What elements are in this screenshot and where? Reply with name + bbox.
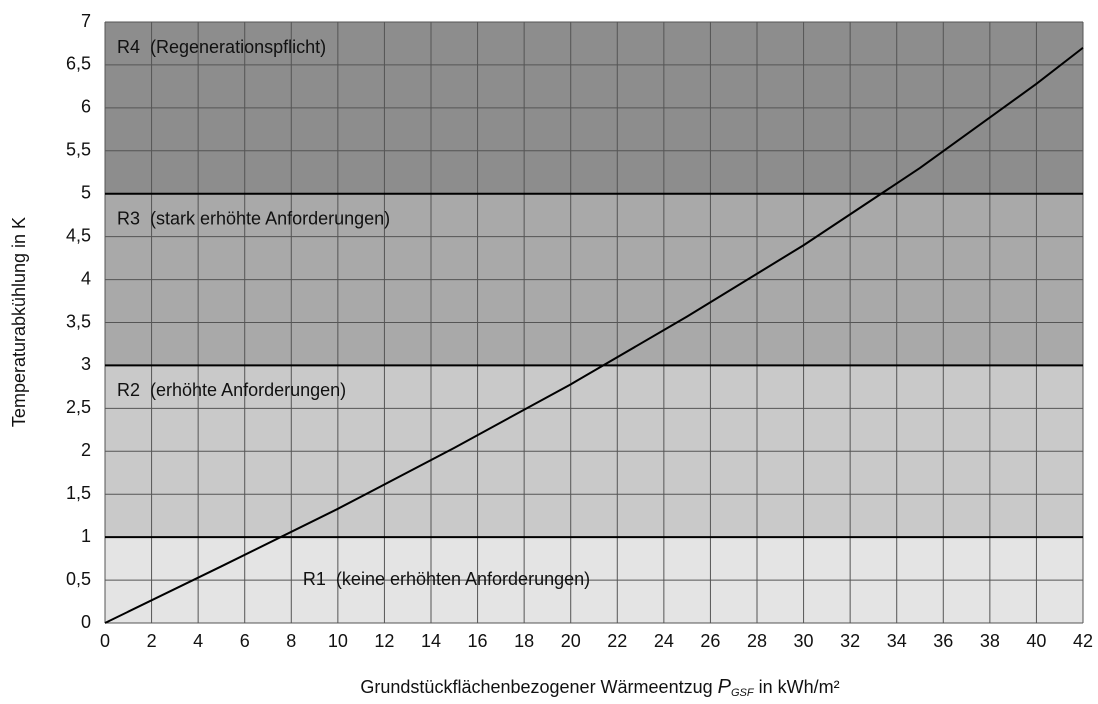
- x-label-subscript: GSF: [731, 687, 755, 699]
- x-label-symbol: P: [718, 676, 732, 698]
- y-tick-label: 2,5: [66, 397, 91, 417]
- y-tick-label: 0: [81, 612, 91, 632]
- y-axis-label: Temperaturabkühlung in K: [9, 217, 29, 427]
- region-label: R1 (keine erhöhten Anforderungen): [303, 569, 590, 589]
- x-tick-label: 32: [840, 631, 860, 651]
- x-axis-label: Grundstückflächenbezogener Wärmeentzug P…: [360, 676, 839, 699]
- x-tick-label: 26: [700, 631, 720, 651]
- y-tick-label: 1: [81, 526, 91, 546]
- x-tick-label: 24: [654, 631, 674, 651]
- x-label-prefix: Grundstückflächenbezogener Wärmeentzug: [360, 677, 717, 697]
- x-tick-label: 10: [328, 631, 348, 651]
- y-tick-label: 6: [81, 97, 91, 117]
- x-label-suffix: in kWh/m²: [754, 677, 840, 697]
- x-tick-label: 12: [374, 631, 394, 651]
- x-tick-label: 6: [240, 631, 250, 651]
- region-label: R2 (erhöhte Anforderungen): [117, 380, 346, 400]
- y-tick-label: 6,5: [66, 54, 91, 74]
- y-tick-label: 0,5: [66, 569, 91, 589]
- x-tick-label: 16: [468, 631, 488, 651]
- x-tick-label: 34: [887, 631, 907, 651]
- data-line: [104, 46, 1084, 624]
- y-tick-label: 4: [81, 268, 91, 288]
- y-tick-label: 5: [81, 182, 91, 202]
- x-tick-label: 0: [100, 631, 110, 651]
- x-tick-label: 18: [514, 631, 534, 651]
- x-tick-label: 30: [794, 631, 814, 651]
- x-tick-label: 20: [561, 631, 581, 651]
- y-tick-label: 1,5: [66, 483, 91, 503]
- y-tick-label: 3: [81, 354, 91, 374]
- x-tick-label: 36: [933, 631, 953, 651]
- y-tick-label: 2: [81, 440, 91, 460]
- region-label: R3 (stark erhöhte Anforderungen): [117, 208, 390, 228]
- y-tick-label: 7: [81, 11, 91, 31]
- x-tick-label: 8: [286, 631, 296, 651]
- x-tick-label: 14: [421, 631, 441, 651]
- x-tick-label: 40: [1026, 631, 1046, 651]
- x-tick-label: 42: [1073, 631, 1093, 651]
- x-tick-label: 38: [980, 631, 1000, 651]
- region-label: R4 (Regenerationspflicht): [117, 37, 326, 57]
- y-tick-label: 5,5: [66, 140, 91, 160]
- x-tick-label: 4: [193, 631, 203, 651]
- x-tick-label: 28: [747, 631, 767, 651]
- y-tick-label: 3,5: [66, 311, 91, 331]
- x-tick-label: 22: [607, 631, 627, 651]
- y-tick-label: 4,5: [66, 225, 91, 245]
- x-tick-label: 2: [147, 631, 157, 651]
